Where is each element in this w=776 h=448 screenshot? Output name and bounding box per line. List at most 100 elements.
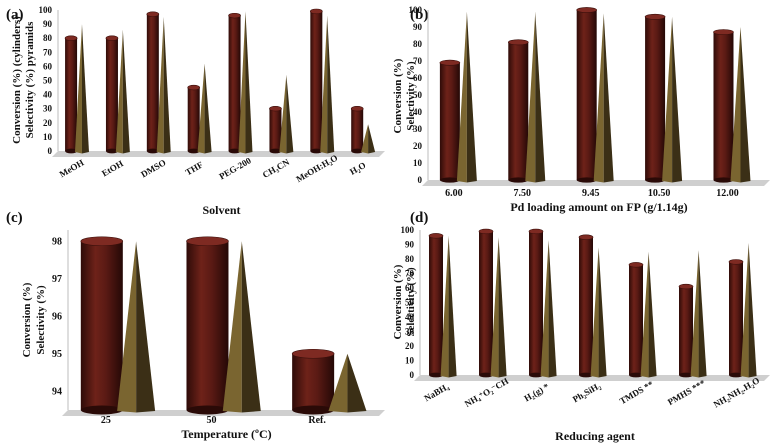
category-label: THF — [184, 159, 205, 177]
category-label: DMSO — [139, 157, 167, 179]
cylinder-top — [728, 259, 744, 265]
conversion-cylinder — [64, 35, 78, 154]
cylinder-body — [479, 231, 493, 375]
conversion-cylinder — [146, 11, 160, 154]
y-tick-label: 0 — [418, 175, 423, 185]
cylinder-base — [529, 372, 543, 378]
pyramid-face-light — [197, 63, 205, 154]
conversion-cylinder — [728, 259, 744, 378]
category-label: EtOH — [100, 158, 125, 178]
category-label: H₂O — [348, 160, 367, 177]
conversion-cylinder — [507, 39, 529, 183]
pyramid-face-dark — [603, 13, 614, 183]
cylinder-body — [713, 32, 734, 180]
cylinder-base — [80, 405, 123, 415]
pyramid-face-dark — [163, 17, 171, 154]
y-tick-label: 60 — [405, 283, 415, 293]
cylinder-top — [186, 236, 229, 247]
cylinder-base — [146, 148, 159, 154]
selectivity-pyramid — [197, 63, 212, 154]
conversion-cylinder — [105, 35, 119, 154]
cylinder-top — [578, 234, 594, 240]
y-tick-label: 70 — [43, 47, 53, 57]
pyramid-face-dark — [698, 250, 707, 378]
pyramid-face-dark — [241, 241, 261, 413]
category-label: MeOH — [58, 157, 86, 179]
chart-panel: (b) 0 10 20 30 40 50 60 70 80 90 100 Conversion (%) S… — [392, 5, 770, 214]
cylinder-top — [228, 12, 241, 19]
chart-panel: (a) 0 10 20 30 40 50 60 70 80 90 100 Conversion (%) … — [6, 5, 385, 217]
y-tick-label: 10 — [413, 158, 423, 168]
cylinder-body — [645, 16, 666, 180]
panel-letter: (a) — [6, 7, 24, 23]
cylinder-body — [187, 87, 200, 151]
selectivity-pyramid — [117, 241, 156, 413]
y-tick-label: 0 — [410, 370, 415, 380]
selectivity-pyramid — [593, 13, 614, 183]
category-label: 7.50 — [514, 188, 532, 199]
conversion-cylinder — [187, 84, 201, 154]
panel-letter: (d) — [410, 210, 428, 226]
selectivity-pyramid — [328, 353, 367, 413]
cylinder-body — [186, 241, 229, 410]
conversion-cylinder — [80, 236, 124, 415]
cylinder-top — [269, 105, 282, 112]
y-tick-label: 60 — [413, 73, 423, 83]
category-label: 10.50 — [648, 188, 671, 199]
y-tick-label: 70 — [405, 269, 415, 279]
cylinder-base — [105, 148, 118, 154]
conversion-cylinder — [269, 105, 282, 154]
y-tick-label: 50 — [43, 76, 53, 86]
selectivity-pyramid — [490, 237, 507, 378]
y-axis-label: Selectivity (%) — [405, 267, 417, 337]
cylinder-base — [479, 372, 493, 378]
conversion-cylinder — [528, 228, 544, 378]
category-label: 50 — [206, 415, 216, 426]
y-tick-label: 50 — [413, 90, 423, 100]
pyramid-face-light — [525, 11, 536, 183]
pyramid-face-light — [115, 29, 123, 154]
y-tick-label: 40 — [405, 312, 415, 322]
cylinder-top — [64, 35, 78, 41]
x-axis-label: Temperature (ºC) — [181, 427, 271, 441]
cylinder-base — [576, 177, 597, 183]
y-axis-label: Conversion (%) (cylinders) — [11, 16, 23, 144]
cylinder-base — [679, 372, 693, 378]
selectivity-pyramid — [361, 124, 376, 154]
selectivity-pyramid — [590, 247, 607, 378]
pyramid-face-light — [279, 74, 287, 154]
pyramid-face-light — [222, 241, 242, 413]
y-tick-label: 98 — [52, 236, 62, 247]
cylinder-base — [629, 372, 643, 378]
conversion-cylinder — [628, 262, 644, 378]
y-tick-label: 94 — [52, 386, 62, 397]
conversion-cylinder — [576, 7, 597, 183]
cylinder-body — [629, 264, 643, 375]
conversion-cylinder — [228, 12, 241, 154]
category-label: CH₃CN — [261, 157, 292, 181]
cylinder-body — [228, 15, 241, 152]
y-axis-label: Conversion (%) — [392, 264, 404, 339]
chart-floor — [52, 151, 385, 157]
cylinder-body — [579, 237, 593, 375]
selectivity-pyramid — [222, 241, 261, 413]
cylinder-top — [146, 11, 160, 17]
pyramid-face-dark — [672, 16, 683, 183]
y-tick-label: 20 — [405, 341, 415, 351]
cylinder-body — [429, 235, 443, 375]
conversion-cylinder — [310, 8, 323, 154]
selectivity-pyramid — [730, 27, 751, 183]
pyramid-face-dark — [448, 235, 457, 378]
y-tick-label: 80 — [413, 39, 423, 49]
selectivity-pyramid — [640, 251, 657, 378]
cylinder-base — [351, 148, 364, 154]
y-axis-label: Selectivity (%) — [35, 285, 47, 355]
cylinder-base — [645, 177, 666, 183]
cylinder-base — [429, 372, 443, 378]
pyramid-face-dark — [347, 353, 367, 413]
pyramid-face-dark — [535, 11, 546, 183]
pyramid-face-light — [328, 353, 348, 413]
pyramid-face-dark — [327, 15, 335, 154]
conversion-cylinder — [186, 236, 229, 415]
